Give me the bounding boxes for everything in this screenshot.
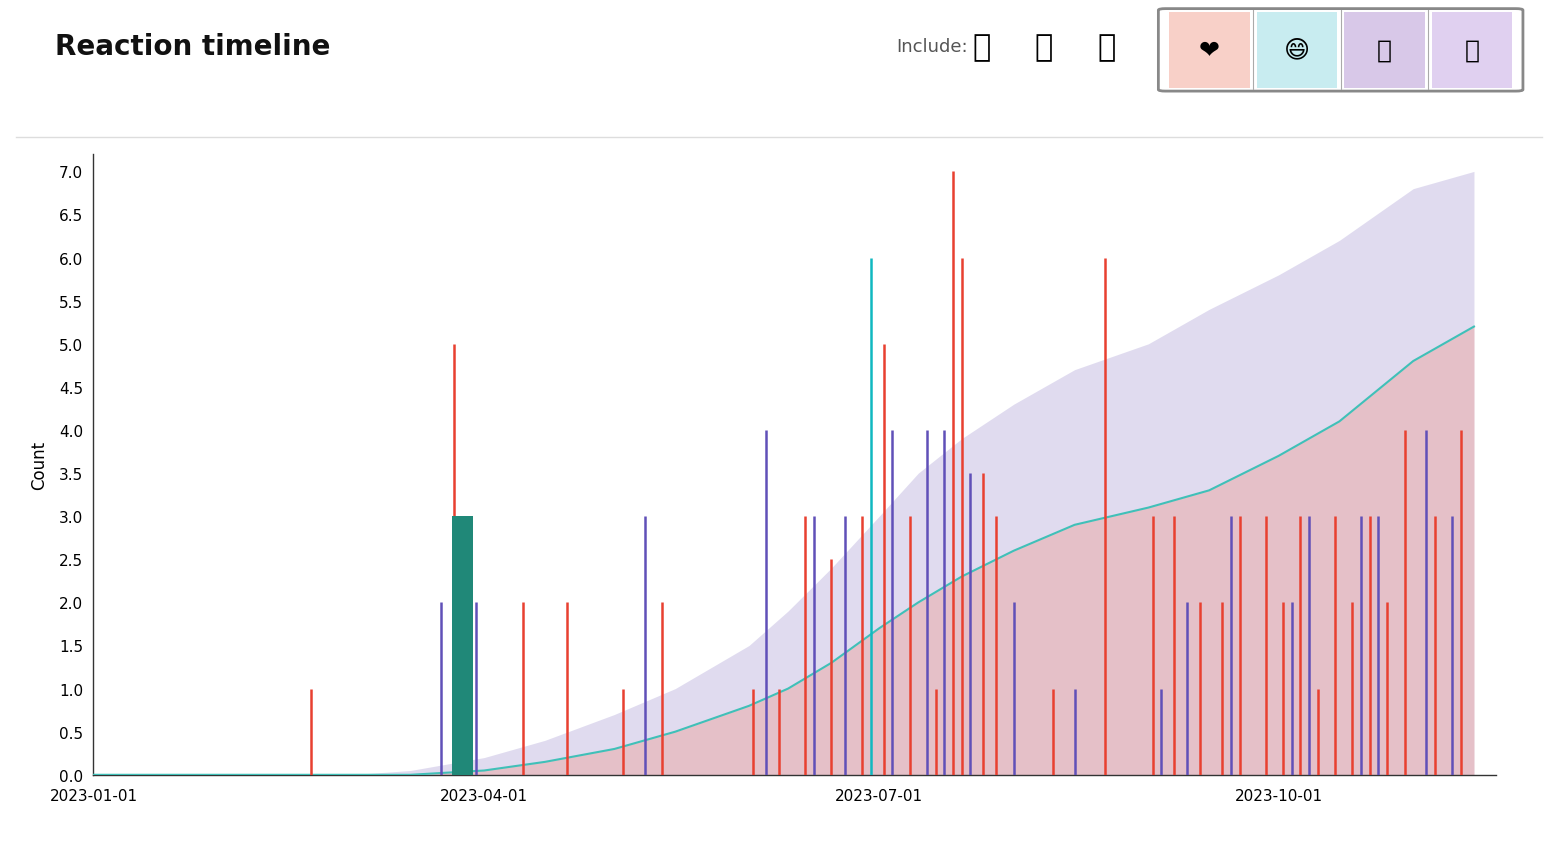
Text: Include:: Include: [896,39,968,56]
FancyBboxPatch shape [1432,13,1513,89]
Text: 👏: 👏 [1097,33,1116,62]
Text: 🤲: 🤲 [1377,39,1391,63]
Text: ❤: ❤ [1198,39,1220,63]
FancyBboxPatch shape [1345,13,1424,89]
Bar [452,517,474,775]
Text: Reaction timeline: Reaction timeline [55,34,330,61]
FancyBboxPatch shape [1168,13,1250,89]
Y-axis label: Count: Count [30,441,48,489]
FancyBboxPatch shape [1256,13,1337,89]
Text: 👍: 👍 [972,33,991,62]
Text: 😄: 😄 [1284,39,1310,63]
Text: 💡: 💡 [1035,33,1053,62]
Text: 🧐: 🧐 [1465,39,1480,63]
